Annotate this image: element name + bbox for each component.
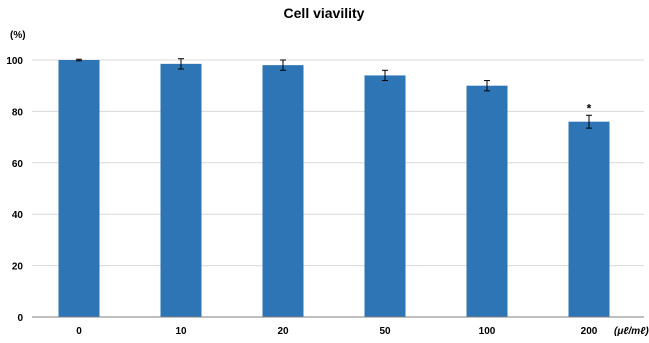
- gridlines: [32, 59, 644, 267]
- bars: [58, 60, 610, 318]
- bar: [466, 85, 508, 317]
- bar: [568, 121, 610, 318]
- y-tick-label: 80: [12, 107, 24, 118]
- y-axis-ticks: 0 20 40 60 80 100: [6, 56, 23, 324]
- x-axis-ticks: 0 10 20 50 100 200: [76, 326, 598, 337]
- y-tick-label: 20: [12, 262, 24, 273]
- error-bar: [280, 59, 286, 71]
- bar: [160, 63, 202, 318]
- error-bar: [76, 58, 82, 62]
- chart-title: Cell viavility: [284, 5, 365, 21]
- significance-marker: *: [587, 101, 592, 115]
- annotations: *: [587, 101, 592, 115]
- x-tick-label: 20: [277, 326, 289, 337]
- y-tick-label: 100: [6, 56, 23, 67]
- error-bars: [76, 58, 592, 129]
- error-bar: [382, 69, 388, 82]
- bar: [364, 75, 406, 317]
- y-axis-unit-label: (%): [10, 30, 26, 41]
- error-bar: [586, 114, 592, 129]
- bar: [262, 65, 304, 317]
- x-tick-label: 10: [175, 326, 187, 337]
- x-tick-label: 50: [379, 326, 391, 337]
- x-tick-label: 200: [581, 326, 598, 337]
- x-tick-label: 100: [479, 326, 496, 337]
- y-tick-label: 60: [12, 159, 24, 170]
- x-axis-unit-label: (μℓ/mℓ): [614, 326, 649, 337]
- error-bar: [178, 58, 184, 70]
- error-bar: [484, 80, 490, 92]
- y-tick-label: 0: [17, 313, 23, 324]
- bar: [58, 60, 100, 317]
- x-tick-label: 0: [76, 326, 82, 337]
- y-tick-label: 40: [12, 210, 24, 221]
